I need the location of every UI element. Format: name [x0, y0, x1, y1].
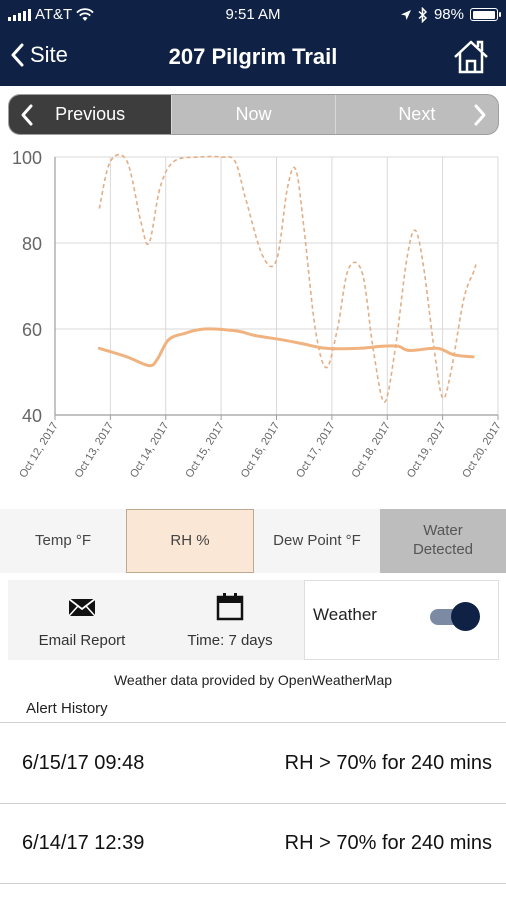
carrier-info: AT&T [8, 6, 94, 23]
alert-history-list: 6/15/17 09:48 RH > 70% for 240 mins 6/14… [0, 722, 506, 884]
alert-message: RH > 70% for 240 mins [284, 832, 492, 854]
envelope-icon [68, 597, 96, 617]
battery-percent: 98% [433, 6, 464, 23]
tab-dew-point-label: Dew Point °F [273, 531, 361, 549]
chevron-right-icon [474, 104, 486, 126]
alert-history-title: Alert History [26, 700, 108, 717]
status-time: 9:51 AM [225, 6, 281, 23]
chevron-left-icon [21, 104, 33, 126]
weather-label: Weather [313, 605, 377, 624]
chevron-left-icon [11, 43, 24, 67]
segment-previous-label: Previous [55, 104, 126, 124]
alert-date: 6/15/17 09:48 [22, 751, 145, 774]
alert-date: 6/14/17 12:39 [22, 832, 145, 854]
segment-next[interactable]: Next [334, 95, 498, 134]
y-tick-label: 100 [12, 148, 42, 168]
segment-now-label: Now [235, 104, 272, 124]
controls-row: Email Report Time: 7 days Weather [8, 580, 499, 660]
back-button[interactable]: Site [10, 42, 68, 68]
tab-water-detected[interactable]: Water Detected [380, 509, 506, 573]
bluetooth-icon [418, 6, 428, 23]
x-tick-label: Oct 18, 2017 [349, 420, 393, 480]
page-title: 207 Pilgrim Trail [168, 44, 338, 69]
status-bar: AT&T 9:51 AM 98% [0, 0, 506, 30]
tab-temp-label: Temp °F [34, 531, 91, 549]
tab-rh[interactable]: RH % [126, 509, 254, 573]
humidity-chart: 40 60 80 100 Oct 12, 2017 Oct 13, 2017 Oct 14,… [12, 148, 504, 480]
y-tick-label: 80 [22, 234, 42, 254]
toggle-knob [451, 602, 480, 631]
wifi-icon [76, 7, 94, 21]
carrier-name: AT&T [35, 6, 73, 23]
segment-previous[interactable]: Previous [9, 95, 172, 134]
y-tick-label: 60 [22, 320, 42, 340]
x-tick-label: Oct 20, 2017 [460, 420, 504, 480]
segment-next-label: Next [398, 104, 436, 124]
battery-fill [472, 10, 496, 19]
weather-toggle-box: Weather [304, 580, 499, 660]
alert-message: RH > 70% for 240 mins [284, 751, 492, 774]
navigation-bar: Site 207 Pilgrim Trail [0, 30, 506, 86]
status-right: 98% [400, 6, 501, 23]
signal-bars-icon [8, 8, 31, 21]
alert-row[interactable]: 6/14/17 12:39 RH > 70% for 240 mins [0, 803, 506, 884]
email-report-label: Email Report [38, 631, 126, 649]
series-line-solid [97, 327, 475, 368]
series-line-dashed [98, 153, 477, 403]
segment-now[interactable]: Now [171, 95, 334, 134]
weather-toggle[interactable] [430, 601, 480, 631]
x-tick-label: Oct 15, 2017 [183, 420, 227, 480]
y-tick-label: 40 [22, 406, 42, 426]
calendar-icon [216, 592, 244, 620]
location-arrow-icon [400, 9, 411, 20]
back-button-label: Site [30, 42, 68, 67]
tab-dew-point[interactable]: Dew Point °F [254, 509, 380, 573]
x-tick-label: Oct 13, 2017 [73, 420, 117, 480]
x-tick-label: Oct 16, 2017 [239, 420, 283, 480]
time-range-label: Time: 7 days [187, 631, 273, 649]
home-icon[interactable] [452, 38, 490, 76]
alert-row[interactable]: 6/15/17 09:48 RH > 70% for 240 mins [0, 722, 506, 803]
metric-tabs: Temp °F RH % Dew Point °F Water Detected [0, 509, 506, 573]
x-tick-label: Oct 19, 2017 [405, 420, 449, 480]
tab-water-line1: Water [423, 522, 463, 540]
weather-credit: Weather data provided by OpenWeatherMap [113, 672, 393, 688]
tab-rh-label: RH % [170, 531, 210, 549]
x-tick-label: Oct 17, 2017 [294, 420, 338, 480]
email-report-button[interactable]: Email Report [8, 580, 156, 660]
tab-water-detected-label: Water Detected [413, 522, 473, 560]
x-tick-label: Oct 12, 2017 [17, 420, 61, 480]
x-tick-label: Oct 14, 2017 [128, 420, 172, 480]
time-range-button[interactable]: Time: 7 days [156, 580, 304, 660]
battery-icon [470, 8, 501, 21]
tab-water-line2: Detected [412, 541, 474, 558]
tab-temp[interactable]: Temp °F [0, 509, 126, 573]
time-segment-control: Previous Now Next [8, 94, 499, 135]
